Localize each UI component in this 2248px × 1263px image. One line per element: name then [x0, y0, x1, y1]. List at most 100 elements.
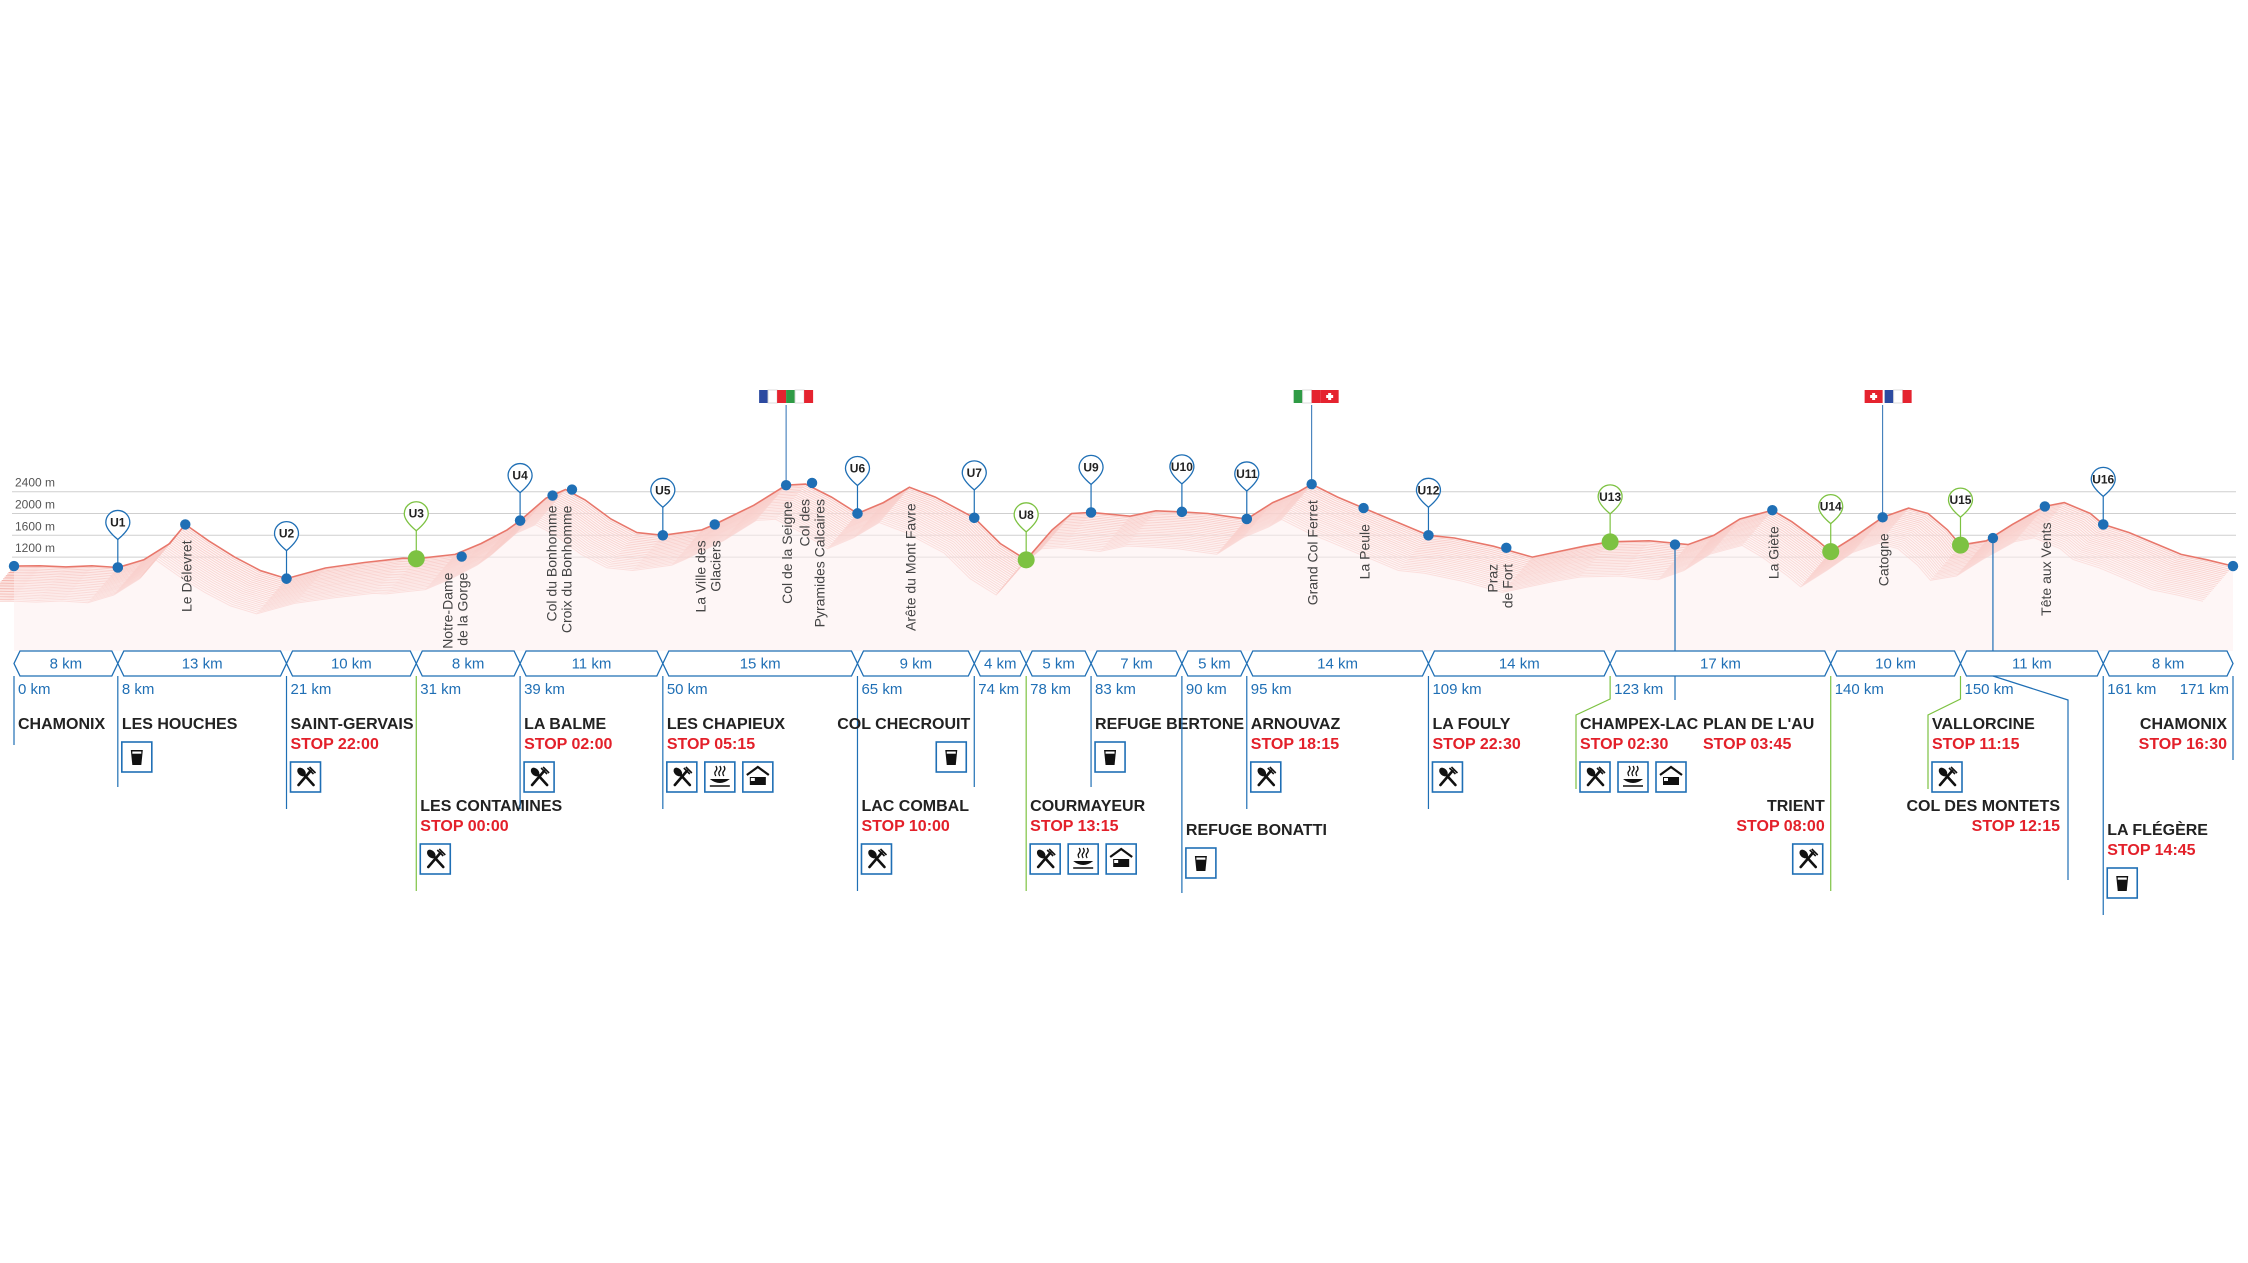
station-name: LA FLÉGÈRE	[2107, 820, 2208, 839]
waypoint-dot	[806, 477, 818, 489]
station-distance: 150 km	[1964, 681, 2013, 698]
station-distance: 65 km	[861, 681, 902, 698]
fork-line	[426, 851, 442, 869]
station-stop-time: STOP 22:30	[1432, 736, 1520, 753]
fork-tines	[1046, 848, 1056, 857]
flag-stripe	[1293, 390, 1303, 403]
station-distance: 21 km	[291, 681, 332, 698]
station-name: VALLORCINE	[1932, 716, 2035, 733]
segment-distance: 10 km	[331, 656, 372, 673]
fork-line	[868, 851, 883, 869]
cutoff-dot	[1241, 513, 1252, 525]
cutoff-marker: U15	[1947, 487, 1974, 554]
waypoint-dot	[1501, 542, 1512, 554]
waypoint-dot	[8, 560, 20, 572]
station: 150 km VALLORCINE STOP 11:15	[1927, 676, 2035, 793]
bed-shape	[1663, 777, 1679, 785]
country-flag	[759, 389, 814, 486]
cutoff-marker: U1	[105, 509, 131, 573]
cutoff-dot	[1951, 536, 1969, 554]
drink-icon	[1094, 741, 1126, 773]
segment-distance: 13 km	[182, 656, 223, 673]
segment-distance: 8 km	[50, 656, 83, 673]
segment-arrow	[973, 650, 1027, 677]
station-stop-time: STOP 18:15	[1251, 736, 1339, 753]
cutoff-marker: U13	[1597, 484, 1623, 551]
food-icon	[419, 843, 452, 875]
station-name: LA FOULY	[1432, 716, 1510, 733]
waypoint-dot	[456, 551, 467, 562]
flag-stripe	[786, 390, 796, 403]
station: 90 km REFUGE BONATTI	[1181, 676, 1327, 893]
cutoff-pin	[507, 462, 533, 494]
station-name: COURMAYEUR	[1030, 798, 1145, 815]
cutoff-dot	[1822, 543, 1840, 561]
fork-line	[1439, 769, 1454, 787]
segment-distance: 17 km	[1700, 656, 1741, 673]
cutoff-dot	[112, 562, 124, 573]
fork-tines	[1948, 766, 1958, 775]
station-name: CHAMPEX-LAC	[1580, 716, 1699, 733]
station-name: ARNOUVAZ	[1251, 716, 1341, 733]
station: 65 km LAC COMBAL STOP 10:00	[856, 676, 969, 891]
station: 140 km TRIENT STOP 08:00	[1736, 676, 1884, 891]
bed-icon	[742, 761, 774, 793]
waypoint-dot	[1358, 502, 1369, 514]
flag-stripe	[1893, 389, 1904, 404]
station: 39 km LA BALME STOP 02:00	[519, 676, 613, 809]
cutoff-marker: U4	[507, 462, 533, 526]
cutoff-marker: U6	[844, 455, 871, 519]
y-tick-label: 1200 m	[15, 541, 55, 555]
summit-label: Prazde Fort	[1484, 564, 1515, 608]
summit-label: La Ville desGlaciers	[693, 540, 724, 612]
waypoint-dot	[1767, 505, 1778, 516]
station-distance: 83 km	[1095, 681, 1136, 698]
station-stop-time: STOP 11:15	[1932, 736, 2020, 753]
flag-stripe	[1302, 389, 1313, 404]
cutoff-pin	[650, 477, 676, 509]
cutoff-pin	[1415, 477, 1442, 509]
spoon-line	[1444, 772, 1457, 787]
cutoff-marker: U12	[1415, 477, 1442, 541]
cutoff-dot	[281, 573, 292, 584]
flag-stripe	[1902, 390, 1912, 403]
station-name: CHAMONIX	[18, 716, 105, 733]
cutoff-dot	[1423, 530, 1434, 541]
station-stop-time: STOP 08:00	[1736, 818, 1824, 835]
waypoint-dot	[2227, 560, 2239, 572]
segment-arrow	[2102, 650, 2234, 677]
steam-lines	[1627, 765, 1639, 777]
cutoff-dot	[514, 515, 526, 526]
segment-arrow	[285, 650, 417, 677]
waypoint-dot	[566, 484, 578, 495]
cutoff-marker: U16	[2090, 466, 2116, 530]
station-distance: 31 km	[420, 681, 461, 698]
fork-tines	[436, 848, 446, 857]
station-stop-time: STOP 03:45	[1703, 736, 1791, 753]
station: 74 km COL CHECROUIT	[837, 676, 1019, 787]
segment-arrow	[117, 650, 288, 677]
pillow-shape	[1114, 860, 1119, 863]
segment-distance: 10 km	[1875, 656, 1916, 673]
food-icon	[289, 761, 322, 793]
roof-line	[1109, 847, 1133, 858]
fork-tines	[1809, 848, 1819, 857]
station-distance: 74 km	[978, 681, 1019, 698]
station-line	[1575, 676, 1611, 789]
drink-icon	[1185, 847, 1217, 879]
fork-line	[530, 769, 546, 787]
cutoff-dot	[1176, 506, 1188, 518]
station-name: LES HOUCHES	[122, 716, 238, 733]
segment-distance: 11 km	[572, 656, 612, 673]
segment-arrow	[13, 650, 119, 677]
station-name: LES CONTAMINES	[420, 798, 562, 815]
station: 21 km SAINT-GERVAIS STOP 22:00	[285, 676, 414, 809]
fork-tines	[1448, 766, 1459, 775]
cutoff-pin	[1169, 454, 1195, 485]
cutoff-dot	[407, 550, 425, 568]
flag-stripe	[804, 390, 814, 403]
station-stop-time: STOP 16:30	[2139, 736, 2227, 753]
cutoff-dot	[852, 508, 863, 519]
station-stop-time: STOP 13:15	[1030, 818, 1118, 835]
